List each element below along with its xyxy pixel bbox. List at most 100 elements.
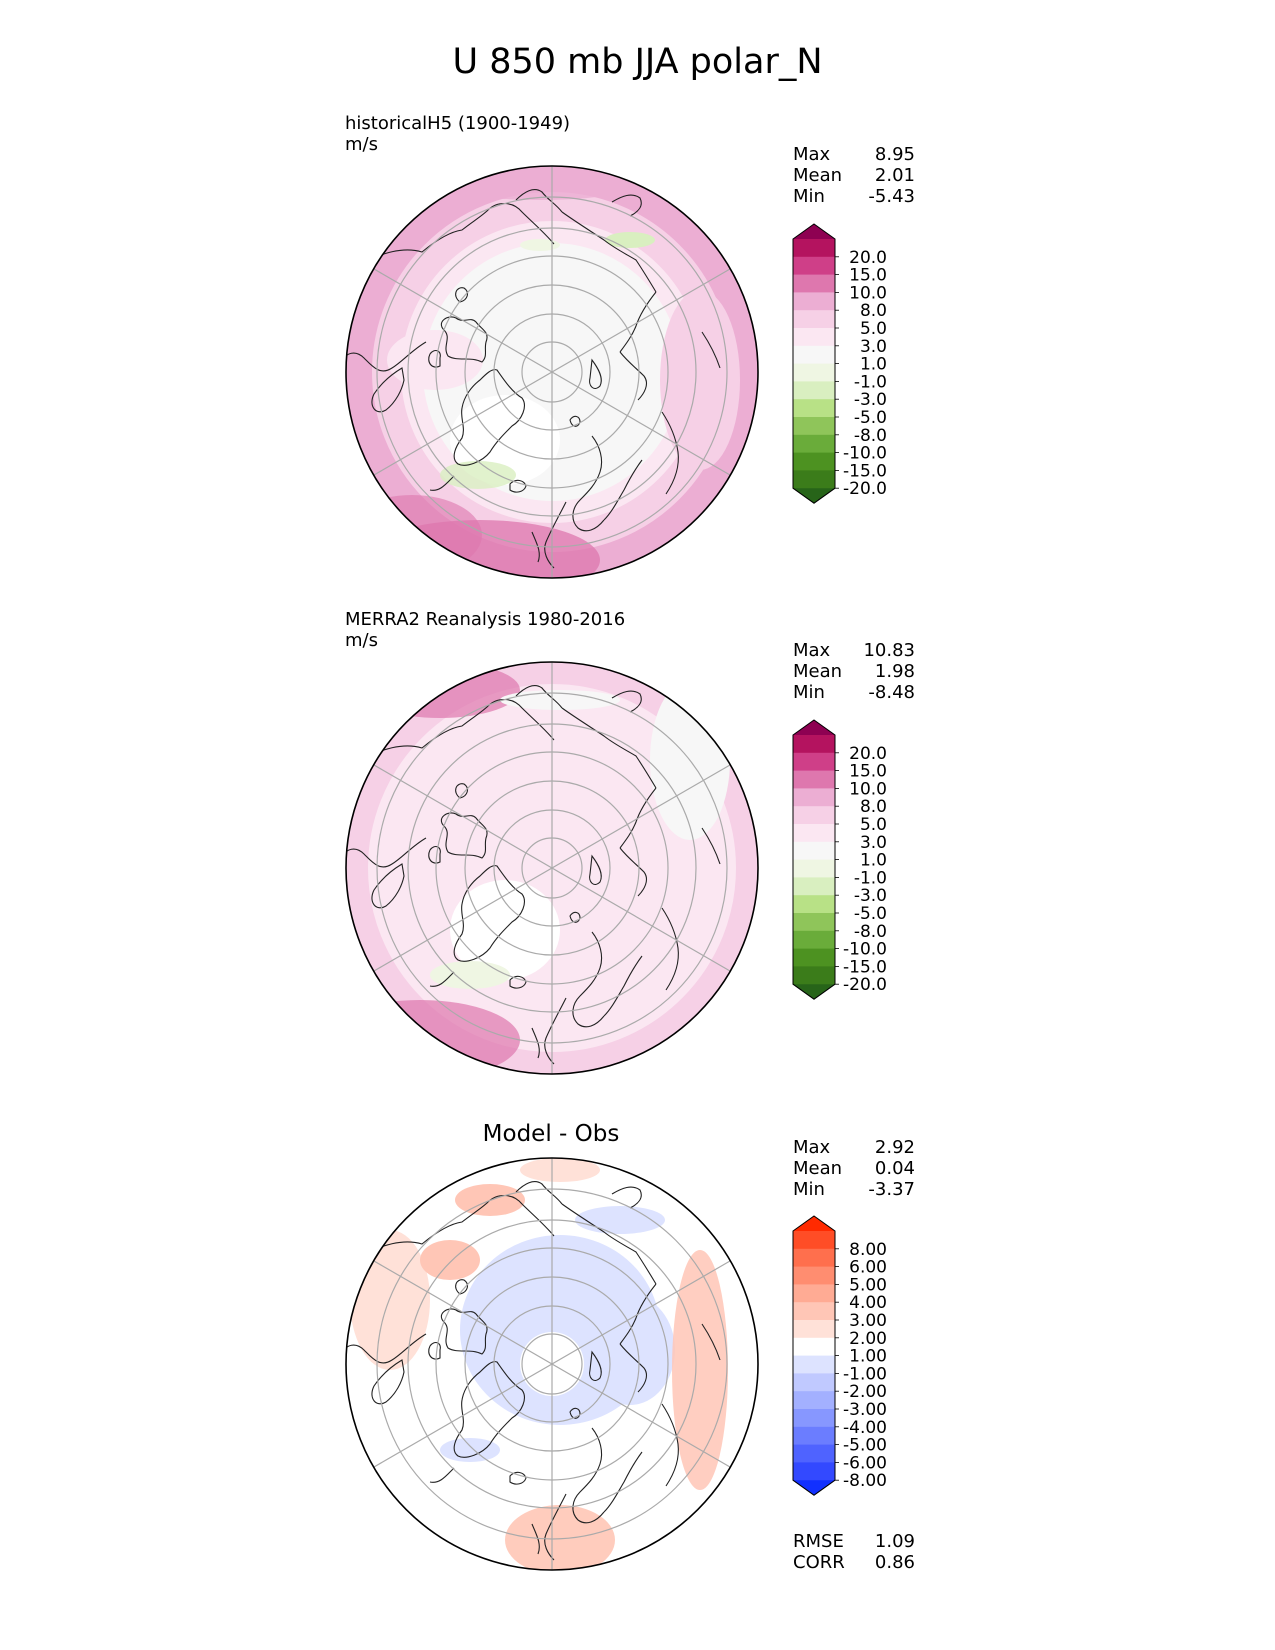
- stat-mean: Mean 2.01: [793, 165, 915, 186]
- colorbar-tick-label: -3.0: [854, 390, 887, 410]
- colorbar-tick-label: -4.00: [843, 1418, 887, 1438]
- colorbar-segment: [793, 948, 835, 967]
- colorbar-tick-label: -8.0: [854, 426, 887, 446]
- colorbar-tick-label: -5.00: [843, 1436, 887, 1456]
- colorbar-tick-label: 5.00: [849, 1275, 887, 1295]
- colorbar-segment: [793, 399, 835, 418]
- colorbar-segment: [793, 806, 835, 825]
- stat-max: Max 2.92: [793, 1137, 915, 1158]
- colorbar-segment: [793, 417, 835, 436]
- colorbar-tick-label: -3.00: [843, 1400, 887, 1420]
- colorbar-segment: [793, 877, 835, 896]
- colorbar-segment: [793, 1302, 835, 1321]
- panel-1-stats: Max 8.95 Mean 2.01 Min -5.43: [793, 144, 915, 207]
- panel-2-units: m/s: [345, 630, 378, 651]
- colorbar-tick-label: -1.0: [854, 372, 887, 392]
- stat-mean: Mean 0.04: [793, 1158, 915, 1179]
- colorbar-segment: [793, 1337, 835, 1357]
- metric-rmse: RMSE 1.09: [793, 1531, 915, 1552]
- colorbar-tick-label: 10.0: [849, 283, 887, 303]
- stat-mean: Mean 1.98: [793, 661, 915, 682]
- colorbar-extend-top: [793, 720, 835, 735]
- colorbar-tick-label: 8.00: [849, 1240, 887, 1260]
- colorbar-tick-label: -5.0: [854, 904, 887, 924]
- colorbar-tick-label: -8.00: [843, 1471, 887, 1491]
- colorbar-segment: [793, 452, 835, 471]
- colorbar-segment: [793, 788, 835, 807]
- panel-1-title: historicalH5 (1900-1949): [345, 113, 571, 134]
- colorbar-tick-label: -10.0: [843, 444, 887, 464]
- colorbar-tick-label: 2.00: [849, 1329, 887, 1349]
- colorbar-extend-top: [793, 224, 835, 239]
- colorbar-tick-label: -15.0: [843, 957, 887, 977]
- colorbar-tick-label: 1.00: [849, 1347, 887, 1367]
- metric-corr: CORR 0.86: [793, 1552, 915, 1573]
- colorbar-segment: [793, 363, 835, 382]
- colorbar-segment: [793, 1462, 835, 1481]
- colorbar-segment: [793, 1320, 835, 1339]
- colorbar-extend-bottom: [793, 1480, 835, 1496]
- colorbar-segment: [793, 1391, 835, 1410]
- colorbar-segment: [793, 434, 835, 454]
- colorbar-segment: [793, 310, 835, 329]
- colorbar-panel-1: 20.015.010.08.05.03.01.0-1.0-3.0-5.0-8.0…: [792, 223, 887, 504]
- panel-2-map: [345, 661, 759, 1075]
- colorbar-extend-bottom: [793, 488, 835, 504]
- colorbar-segment: [793, 966, 835, 985]
- panel-3-metrics: RMSE 1.09 CORR 0.86: [793, 1531, 915, 1573]
- panel-3-stats: Max 2.92 Mean 0.04 Min -3.37: [793, 1137, 915, 1200]
- colorbar-segment: [793, 1266, 835, 1285]
- colorbar-tick-label: 15.0: [849, 266, 887, 286]
- colorbar-tick-label: 15.0: [849, 762, 887, 782]
- stat-max: Max 8.95: [793, 144, 915, 165]
- colorbar-tick-label: 6.00: [849, 1258, 887, 1278]
- colorbar-tick-label: 4.00: [849, 1293, 887, 1313]
- colorbar-tick-label: 3.0: [860, 337, 887, 357]
- colorbar-segment: [793, 1284, 835, 1303]
- stat-max: Max 10.83: [793, 640, 915, 661]
- colorbar-segment: [793, 770, 835, 789]
- colorbar-tick-label: -1.0: [854, 868, 887, 888]
- colorbar-segment: [793, 239, 835, 258]
- colorbar-tick-label: 1.0: [860, 355, 887, 375]
- stat-min: Min -5.43: [793, 186, 915, 207]
- colorbar-tick-label: 20.0: [849, 744, 887, 764]
- colorbar-tick-label: -8.0: [854, 922, 887, 942]
- panel-3-title: Model - Obs: [482, 1121, 620, 1147]
- colorbar-segment: [793, 328, 835, 347]
- colorbar-tick-label: 3.00: [849, 1311, 887, 1331]
- colorbar-panel-3: 8.006.005.004.003.002.001.00-1.00-2.00-3…: [792, 1215, 887, 1496]
- colorbar-segment: [793, 913, 835, 932]
- colorbar-tick-label: -1.00: [843, 1364, 887, 1384]
- colorbar-segment: [793, 859, 835, 878]
- colorbar-tick-label: 8.0: [860, 797, 887, 817]
- colorbar-segment: [793, 1355, 835, 1374]
- colorbar-segment: [793, 735, 835, 754]
- colorbar-tick-label: -3.0: [854, 886, 887, 906]
- colorbar-segment: [793, 1373, 835, 1392]
- colorbar-tick-label: 8.0: [860, 301, 887, 321]
- colorbar-tick-label: 3.0: [860, 833, 887, 853]
- panel-1-map: [345, 165, 759, 579]
- colorbar-segment: [793, 1444, 835, 1463]
- panel-2-title: MERRA2 Reanalysis 1980-2016: [345, 609, 626, 630]
- colorbar-tick-label: -10.0: [843, 940, 887, 960]
- colorbar-tick-label: -6.00: [843, 1453, 887, 1473]
- colorbar-tick-label: -20.0: [843, 975, 887, 995]
- colorbar-segment: [793, 895, 835, 914]
- colorbar-segment: [793, 381, 835, 400]
- stat-min: Min -3.37: [793, 1179, 915, 1200]
- colorbar-tick-label: 5.0: [860, 319, 887, 339]
- colorbar-segment: [793, 1409, 835, 1428]
- panel-1-units: m/s: [345, 134, 378, 155]
- colorbar-tick-label: 5.0: [860, 815, 887, 835]
- colorbar-tick-label: -20.0: [843, 479, 887, 499]
- colorbar-tick-label: -15.0: [843, 461, 887, 481]
- stat-min: Min -8.48: [793, 682, 915, 703]
- colorbar-panel-2: 20.015.010.08.05.03.01.0-1.0-3.0-5.0-8.0…: [792, 719, 887, 1000]
- colorbar-tick-label: -5.0: [854, 408, 887, 428]
- colorbar-segment: [793, 841, 835, 861]
- colorbar-segment: [793, 752, 835, 772]
- colorbar-segment: [793, 256, 835, 276]
